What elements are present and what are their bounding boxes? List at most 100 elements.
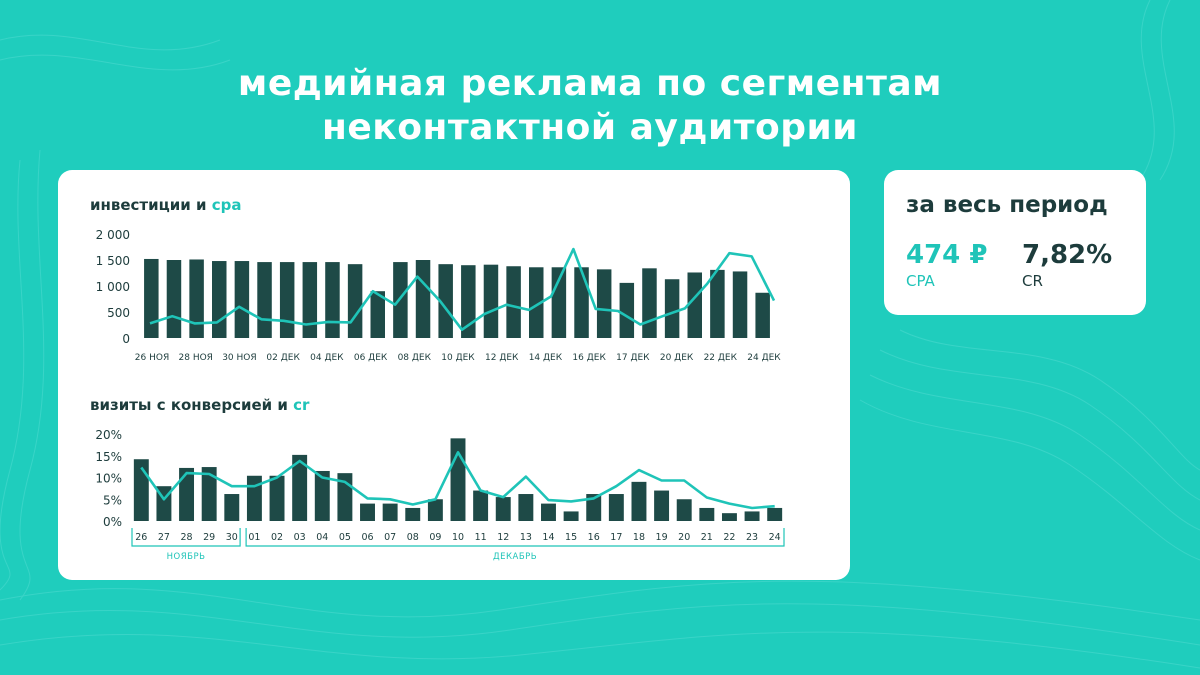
chart1-title-main: инвестиции и — [90, 196, 212, 214]
x-tick-label: 09 — [429, 532, 441, 543]
investment-bar — [596, 269, 612, 338]
x-tick-label: 08 — [407, 532, 419, 543]
investment-bar — [212, 261, 227, 338]
x-tick-label: 06 ДЕК — [354, 353, 388, 363]
x-tick-label: 20 ДЕК — [660, 353, 694, 363]
x-tick-label: 05 — [339, 532, 351, 543]
investment-bar — [189, 259, 204, 338]
visits-bar — [767, 507, 783, 521]
x-tick-label: 24 — [769, 532, 781, 543]
x-tick-label: 13 — [520, 532, 532, 543]
visits-bar — [518, 494, 534, 521]
visits-bar — [654, 490, 670, 521]
x-tick-label: 10 — [452, 532, 464, 543]
cpa-line — [149, 247, 776, 331]
x-tick-label: 06 — [361, 532, 373, 543]
x-tick-label: 23 — [746, 532, 758, 543]
cpa-value: 474 ₽ — [906, 240, 988, 270]
visits-bar — [563, 511, 579, 521]
investment-bar — [506, 266, 521, 338]
x-tick-label: 03 — [294, 532, 306, 543]
y-tick-label: 15% — [95, 450, 122, 464]
x-tick-label: 29 — [203, 532, 215, 543]
charts-card: инвестиции и cpa визиты с конверсией и c… — [58, 170, 850, 580]
x-tick-label: 17 ДЕК — [616, 353, 650, 363]
investment-bar — [687, 272, 702, 338]
investment-bar — [664, 279, 680, 338]
visits-bar — [360, 503, 375, 521]
y-tick-label: 2 000 — [96, 228, 130, 242]
month-bracket — [131, 528, 241, 547]
x-tick-label: 18 — [633, 532, 645, 543]
x-tick-label: 30 НОЯ — [222, 353, 256, 363]
investment-bar — [279, 262, 295, 338]
x-tick-label: 28 НОЯ — [179, 353, 213, 363]
investments-cpa-chart: 2 000 1 500 1 000 500 0 26 НОЯ 28 НОЯ 30 НОЯ 02 … — [96, 228, 782, 363]
x-tick-label: 14 — [542, 532, 554, 543]
x-tick-label: 15 — [565, 532, 577, 543]
x-tick-label: 07 — [384, 532, 396, 543]
visits-bar — [405, 507, 421, 521]
visits-bar — [269, 475, 285, 521]
x-tick-label: 30 — [226, 532, 238, 543]
cr-label: CR — [1022, 272, 1043, 290]
x-tick-label: 08 ДЕК — [398, 353, 432, 363]
x-tick-label: 14 ДЕК — [529, 353, 563, 363]
x-tick-label: 22 ДЕК — [704, 353, 738, 363]
x-tick-label: 02 — [271, 532, 283, 543]
y-tick-label: 0% — [103, 515, 122, 529]
x-tick-label: 17 — [610, 532, 622, 543]
visits-bar — [473, 490, 489, 521]
investment-bar — [438, 264, 453, 338]
visits-bar — [721, 513, 737, 521]
x-tick-label: 16 ДЕК — [572, 353, 606, 363]
y-tick-label: 0 — [122, 332, 130, 346]
visits-bar — [179, 467, 195, 521]
x-tick-label: 04 — [316, 532, 328, 543]
cpa-label: CPA — [906, 272, 935, 290]
x-tick-label: 04 ДЕК — [310, 353, 344, 363]
y-tick-label: 10% — [95, 472, 122, 486]
investment-bar — [483, 264, 499, 338]
investment-bar — [710, 269, 725, 338]
visits-bar — [382, 503, 398, 521]
visits-bar — [699, 507, 715, 521]
investment-bar — [619, 282, 635, 338]
x-tick-label: 19 — [656, 532, 668, 543]
y-tick-label: 1 500 — [96, 254, 130, 268]
month-label: НОЯБРЬ — [167, 552, 206, 562]
visits-bar — [450, 438, 466, 521]
visits-bar — [541, 503, 556, 521]
page-title-line2: неконтактной аудитории — [321, 107, 859, 148]
summary-title: за весь период — [906, 192, 1108, 218]
x-tick-label: 22 — [723, 532, 735, 543]
chart2-title-accent: cr — [293, 396, 310, 414]
investment-bar — [234, 261, 250, 338]
investment-bar — [642, 268, 657, 338]
y-tick-label: 20% — [95, 428, 122, 442]
page-title-line1: медийная реклама по сегментам — [237, 63, 943, 104]
page-title: медийная реклама по сегментам неконтактн… — [0, 62, 1180, 150]
visits-bar — [314, 470, 330, 521]
x-tick-label: 20 — [678, 532, 690, 543]
x-tick-label: 26 — [135, 532, 147, 543]
investment-bar — [257, 262, 272, 338]
summary-card: за весь период 474 ₽ CPA 7,82% CR — [884, 170, 1146, 315]
investment-bar — [755, 292, 770, 338]
x-tick-label: 24 ДЕК — [747, 353, 781, 363]
visits-bar — [631, 481, 647, 521]
visits-bar — [246, 475, 262, 521]
x-tick-label: 26 НОЯ — [135, 353, 169, 363]
visits-bar — [292, 454, 308, 521]
cr-value: 7,82% — [1022, 240, 1113, 270]
visits-bar — [608, 494, 624, 521]
x-tick-label: 12 — [497, 532, 509, 543]
month-label: ДЕКАБРЬ — [493, 552, 537, 562]
visits-bar — [676, 499, 692, 521]
chart2-title-main: визиты с конверсией и — [90, 396, 294, 414]
y-tick-label: 5% — [103, 493, 122, 507]
x-tick-label: 27 — [158, 532, 170, 543]
x-tick-label: 01 — [248, 532, 260, 543]
chart1-title-accent: cpa — [211, 196, 242, 214]
